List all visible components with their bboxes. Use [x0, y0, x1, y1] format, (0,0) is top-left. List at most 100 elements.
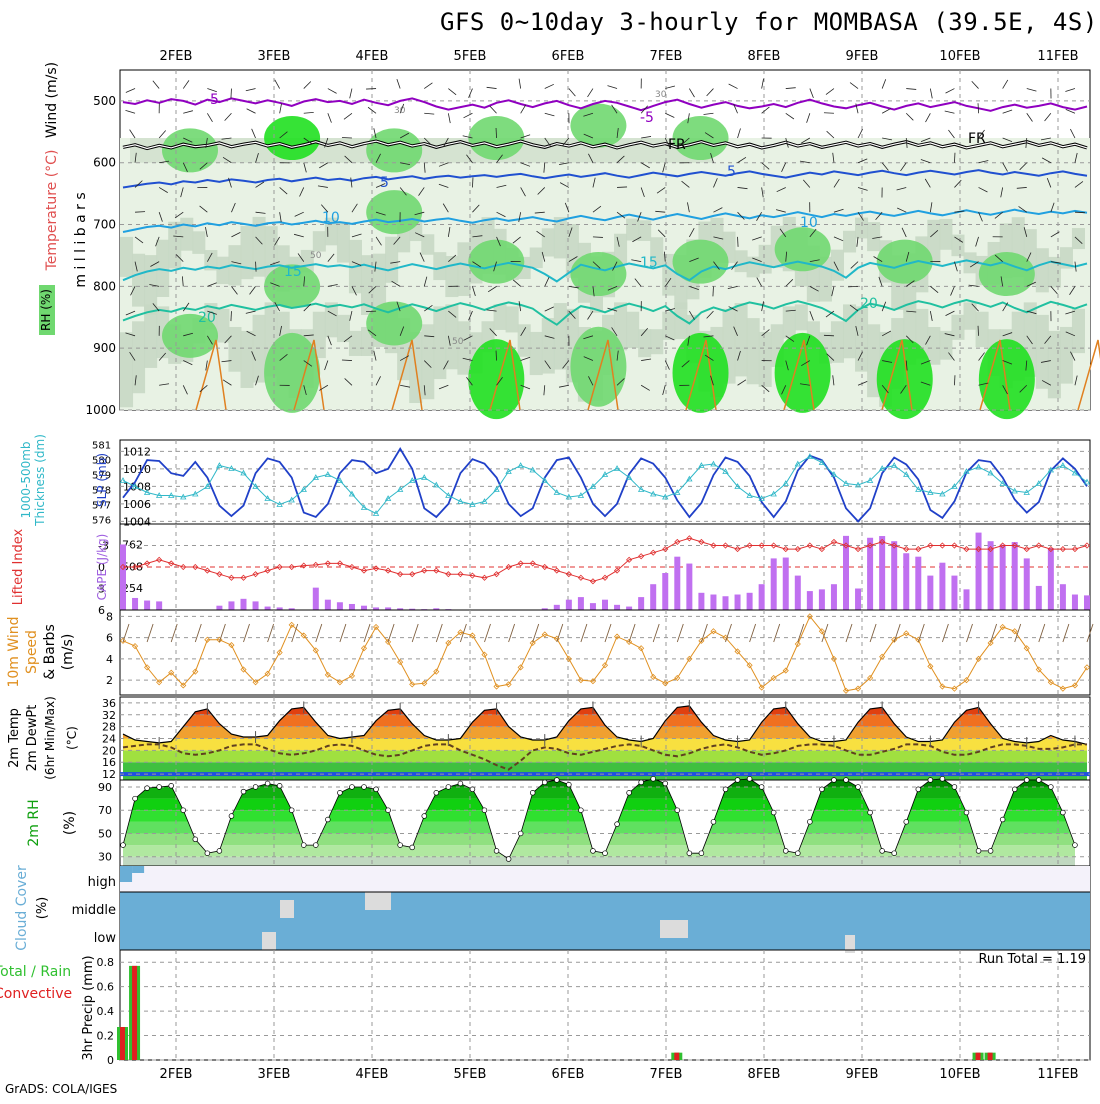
rh-cell	[457, 242, 470, 296]
surface-wind-barb	[894, 624, 900, 642]
contour-label: 30	[394, 106, 406, 116]
rh-point	[217, 848, 222, 853]
rh-band	[120, 822, 1090, 834]
temp-tick-label: 16	[102, 756, 116, 769]
day-label-bottom: 7FEB	[650, 1067, 683, 1082]
rh-cell	[445, 256, 458, 297]
rh-cell	[831, 321, 844, 363]
rh-point	[964, 810, 969, 815]
cape-bar	[638, 597, 644, 610]
rh-point	[844, 778, 849, 783]
rh-axis-label: RH (%)	[39, 289, 53, 331]
rh-point	[145, 786, 150, 791]
wind-barb	[946, 89, 955, 94]
day-label-bottom: 3FEB	[258, 1067, 291, 1082]
rh-cell	[241, 331, 254, 388]
rh-cell	[747, 318, 760, 384]
rh-point	[904, 819, 909, 824]
cape-bar	[228, 601, 234, 610]
cape-bar	[361, 606, 367, 610]
rh-patch	[979, 252, 1035, 296]
precip-convective-label: Convective	[0, 986, 72, 1002]
cape-bar	[662, 573, 668, 610]
rh-point	[675, 808, 680, 813]
wind-barb	[207, 113, 212, 122]
surface-wind-barb	[388, 624, 394, 642]
wind-axis-label: Wind (m/s)	[44, 62, 60, 138]
rh-unit-label: (%)	[62, 811, 78, 835]
rh-point	[422, 814, 427, 819]
pressure-tick-label: 900	[93, 341, 116, 355]
surface-wind-barb	[629, 624, 635, 642]
rh-cell	[168, 222, 181, 269]
wind-barb	[810, 89, 814, 98]
contour-label: FR	[668, 137, 686, 153]
rh-point	[1048, 785, 1053, 790]
wind-barb	[487, 87, 497, 88]
rh-cell	[421, 234, 434, 254]
wind-barb	[978, 326, 979, 336]
rh-point	[1061, 810, 1066, 815]
rh-point	[494, 848, 499, 853]
rh-point	[313, 843, 318, 848]
wind-barb	[1065, 89, 1075, 92]
rh-cell	[1072, 309, 1085, 353]
cape-bar	[265, 607, 271, 610]
wind-barb	[786, 88, 796, 89]
slp-tick-label: 1004	[123, 515, 151, 528]
pressure-axis-label: m i l l i b a r s	[73, 192, 89, 287]
slp-line	[123, 449, 1087, 522]
cape-bar	[915, 557, 921, 610]
wind-barb	[906, 113, 913, 120]
day-label-top: 2FEB	[160, 49, 193, 64]
day-label-top: 9FEB	[846, 49, 879, 64]
wind-barb	[607, 86, 617, 89]
rh-point	[771, 810, 776, 815]
surface-wind-barb	[412, 624, 418, 642]
precip-convective-bar	[988, 1053, 993, 1060]
rh-band	[120, 799, 1090, 811]
thickness-axis-label-2: Thickness (dm)	[33, 434, 47, 527]
rh-cell	[1036, 315, 1049, 389]
rh-point	[1012, 787, 1017, 792]
cape-bar	[747, 593, 753, 610]
rh-point	[241, 789, 246, 794]
cape-bar	[602, 600, 608, 610]
rh-point	[470, 787, 475, 792]
wind-barb	[1045, 113, 1051, 121]
rh-cell	[795, 304, 808, 330]
wind-barb	[342, 360, 352, 361]
rh-point	[253, 785, 258, 790]
rh-point	[892, 851, 897, 856]
cape-axis-label: CAPE (J/kg)	[95, 534, 109, 601]
pressure-tick-label: 500	[93, 94, 116, 108]
wind-barb	[280, 103, 282, 113]
precip-axis-label: 3hr Precip (mm)	[81, 955, 96, 1060]
thickness-tick-label: 576	[92, 516, 111, 527]
rh-cell	[216, 257, 229, 284]
rh-point	[711, 819, 716, 824]
contour-label: 30	[655, 90, 667, 100]
rh-point	[976, 848, 981, 853]
wind-barb	[762, 107, 770, 113]
rh-patch	[673, 240, 729, 284]
rh-cell	[662, 312, 675, 340]
cape-bar	[807, 591, 813, 610]
rh-cell	[783, 306, 796, 338]
rh-cell	[216, 309, 229, 343]
cloud-axis-label: Cloud Cover	[14, 865, 30, 951]
surface-wind-barb	[1063, 624, 1069, 642]
rh-point	[928, 778, 933, 783]
rh-cell	[951, 315, 964, 340]
surface-wind-barb	[846, 624, 852, 642]
wind-barb	[689, 89, 694, 98]
rh-point	[952, 785, 957, 790]
wind-barb	[972, 81, 979, 88]
day-label-top: 8FEB	[748, 49, 781, 64]
rh-band	[120, 857, 1090, 866]
rh-band	[120, 833, 1090, 845]
wind-barb	[1027, 113, 1033, 121]
wind-barb	[954, 375, 955, 385]
wind-barb	[569, 89, 576, 97]
